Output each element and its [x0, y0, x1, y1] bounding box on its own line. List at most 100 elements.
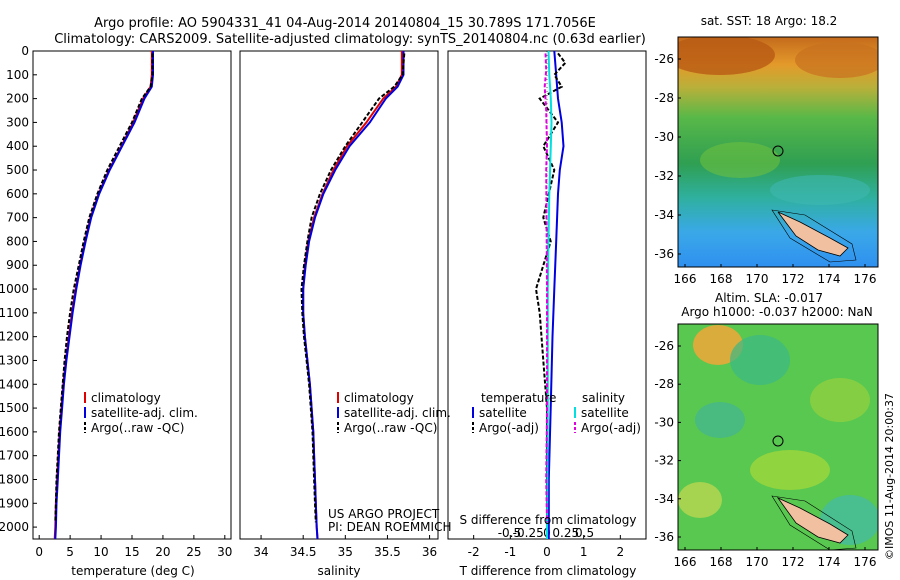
x-top-tick-label: -0.25 — [513, 526, 544, 540]
salinity-plot: 34 34.5 35 35.5 36 — [253, 51, 437, 559]
depth-tick-label: 1700 — [0, 449, 29, 463]
series-line-climatology — [302, 51, 403, 540]
difference-top-xlabel: S difference from climatology — [460, 513, 637, 527]
depth-tick-label: 300 — [6, 115, 29, 129]
x-tick-label: 2 — [617, 545, 625, 559]
map-x-tick-label: 170 — [746, 272, 769, 286]
salinity-xlabel: salinity — [317, 564, 360, 578]
title-line-1: Argo profile: AO 5904331_41 04-Aug-2014 … — [94, 16, 596, 31]
depth-axis: 0 100 200 300 400 500 600 700 800 900 1000 1100 1200… — [0, 44, 37, 534]
depth-tick-label: 600 — [6, 187, 29, 201]
legend-t-argo-label: Argo(-adj) — [479, 421, 539, 435]
x-tick-label: 0 — [543, 545, 551, 559]
depth-tick-label: 1400 — [0, 377, 29, 391]
series-line-argo-raw-qc — [54, 53, 154, 523]
salinity-panel-frame — [239, 50, 439, 540]
map-y-tick-label: -30 — [654, 130, 674, 144]
new-zealand-land — [777, 211, 849, 257]
map-x-tick-label: 172 — [782, 555, 805, 569]
map-y-tick-label: -32 — [654, 454, 674, 468]
map-x-tick-label: 176 — [854, 555, 877, 569]
map-x-tick-label: 176 — [854, 272, 877, 286]
map-x-tick-label: 174 — [818, 555, 841, 569]
x-tick-label: 20 — [155, 545, 170, 559]
legend-satellite-label: satellite-adj. clim. — [344, 406, 451, 420]
depth-tick-label: 1900 — [0, 496, 29, 510]
map-y-tick-label: -36 — [654, 530, 674, 544]
legend-climatology-label: climatology — [91, 391, 161, 405]
legend-argo-label: Argo(..raw -QC) — [91, 421, 184, 435]
x-tick-label: 35 — [338, 545, 353, 559]
map-x-tick-label: 166 — [674, 272, 697, 286]
depth-tick-label: 500 — [6, 163, 29, 177]
depth-tick-label: 1000 — [0, 282, 29, 296]
depth-tick-label: 1600 — [0, 425, 29, 439]
sla-map — [678, 324, 878, 550]
salinity-legend: climatology satellite-adj. clim. Argo(..… — [337, 391, 451, 435]
legend-salinity-title: salinity — [582, 391, 625, 405]
depth-tick-label: 0 — [21, 44, 29, 58]
map-x-tick-label: 166 — [674, 555, 697, 569]
x-tick-label: 25 — [186, 545, 201, 559]
x-tick-label: 1 — [580, 545, 588, 559]
temperature-xlabel: temperature (deg C) — [71, 564, 194, 578]
map-y-tick-label: -30 — [654, 415, 674, 429]
sla-map-title-2: Argo h1000: -0.037 h2000: NaN — [681, 305, 873, 319]
sla-map-axes: 166 168 170 172 174 176 -26 -28 -30 -32 -34 -36 — [654, 339, 876, 569]
map-y-tick-label: -34 — [654, 492, 674, 506]
map-y-tick-label: -34 — [654, 208, 674, 222]
depth-tick-label: 1800 — [0, 472, 29, 486]
map-y-tick-label: -26 — [654, 52, 674, 66]
series-line-satellite-adj-clim — [54, 51, 154, 540]
x-tick-label: 5 — [66, 545, 74, 559]
x-tick-label: 34 — [253, 545, 268, 559]
argo-position-marker — [772, 145, 784, 157]
difference-xlabel: T difference from climatology — [459, 564, 637, 578]
series-line-s-argo-adj- — [543, 53, 549, 523]
series-line-climatology — [53, 51, 153, 540]
depth-tick-label: 700 — [6, 211, 29, 225]
map-x-tick-label: 172 — [782, 272, 805, 286]
sla-map-title-1: Altim. SLA: -0.017 — [715, 291, 823, 305]
x-tick-label: 10 — [93, 545, 108, 559]
new-zealand-land — [776, 497, 849, 544]
depth-tick-label: 400 — [6, 139, 29, 153]
depth-tick-label: 100 — [6, 68, 29, 82]
x-tick-label: 0 — [35, 545, 43, 559]
argo-position-marker — [772, 435, 784, 447]
map-y-tick-label: -36 — [654, 247, 674, 261]
x-tick-label: 34.5 — [290, 545, 317, 559]
map-x-tick-label: 174 — [818, 272, 841, 286]
series-line-satellite-adj-clim — [302, 51, 405, 540]
temperature-plot: 0 5 10 15 20 25 30 — [35, 51, 232, 559]
legend-s-satellite-label: satellite — [581, 406, 629, 420]
pi-annotation: PI: DEAN ROEMMICH — [328, 520, 451, 534]
x-top-tick-label: 0.5 — [575, 526, 594, 540]
legend-satellite-label: satellite-adj. clim. — [91, 406, 198, 420]
series-line-t-satellite — [547, 50, 565, 539]
x-tick-label: 36 — [422, 545, 437, 559]
map-x-tick-label: 168 — [710, 555, 733, 569]
map-x-tick-label: 170 — [746, 555, 769, 569]
x-top-tick-label: 0.25 — [552, 526, 579, 540]
map-y-tick-label: -28 — [654, 377, 674, 391]
depth-tick-label: 900 — [6, 258, 29, 272]
legend-argo-label: Argo(..raw -QC) — [344, 421, 437, 435]
sla-map-frame — [677, 323, 879, 551]
legend-s-argo-label: Argo(-adj) — [581, 421, 641, 435]
x-tick-label: 35.5 — [374, 545, 401, 559]
sst-map — [678, 37, 878, 267]
x-tick-label: -2 — [468, 545, 480, 559]
depth-tick-label: 2000 — [0, 520, 29, 534]
temperature-legend: climatology satellite-adj. clim. Argo(..… — [84, 391, 198, 435]
imos-timestamp: ©IMOS 11-Aug-2014 20:00:37 — [883, 393, 896, 560]
x-tick-label: -1 — [504, 545, 516, 559]
map-y-tick-label: -26 — [654, 339, 674, 353]
sst-map-frame — [677, 36, 879, 268]
depth-tick-label: 1200 — [0, 330, 29, 344]
x-tick-label: 30 — [217, 545, 232, 559]
depth-tick-label: 1300 — [0, 353, 29, 367]
legend-t-satellite-label: satellite — [479, 406, 527, 420]
